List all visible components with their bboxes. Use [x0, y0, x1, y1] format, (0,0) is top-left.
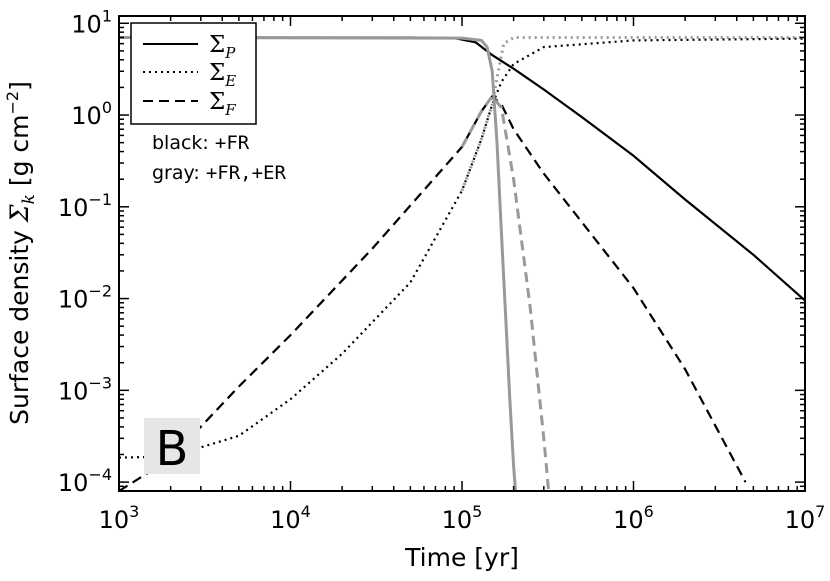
ticks-layer	[118, 16, 806, 492]
series-line-black-dotted	[119, 37, 805, 459]
y-axis-label: Surface density Σk [g cm−2]	[3, 81, 39, 425]
series-line-gray-dotted	[460, 36, 805, 192]
y-tick-label: 10−4	[58, 465, 112, 497]
legend-label-e: ΣE	[209, 60, 236, 90]
legend-box	[130, 22, 257, 125]
series-layer	[119, 36, 805, 491]
tick-labels-layer: 103 104 105 106 107 10−4 10−3 10−2 10−1 100 101	[58, 6, 826, 534]
y-tick-label: 100	[71, 98, 112, 130]
x-tick-label: 105	[442, 502, 483, 534]
legend: ΣP ΣE ΣF	[130, 22, 257, 125]
x-tick-label: 103	[99, 502, 140, 534]
y-tick-label: 10−3	[58, 373, 112, 405]
panel-letter-background	[144, 418, 200, 474]
y-tick-label: 10−1	[58, 190, 112, 222]
x-tick-label: 107	[785, 502, 826, 534]
series-line-black-dashed	[119, 95, 747, 491]
legend-label-f: ΣF	[209, 89, 236, 119]
legend-label-p: ΣP	[209, 32, 236, 62]
annotation-black: black: +FR	[152, 132, 250, 154]
series-line-gray-solid	[119, 36, 517, 491]
x-axis-label: Time [yr]	[404, 543, 519, 572]
panel-letter: B	[156, 421, 189, 477]
annotation-gray: gray: +FR,+ER	[152, 162, 286, 184]
series-line-gray-dashed	[460, 94, 551, 491]
y-tick-label: 101	[71, 6, 112, 38]
x-tick-label: 106	[613, 502, 654, 534]
x-tick-label: 104	[270, 502, 311, 534]
y-tick-label: 10−2	[58, 282, 112, 314]
